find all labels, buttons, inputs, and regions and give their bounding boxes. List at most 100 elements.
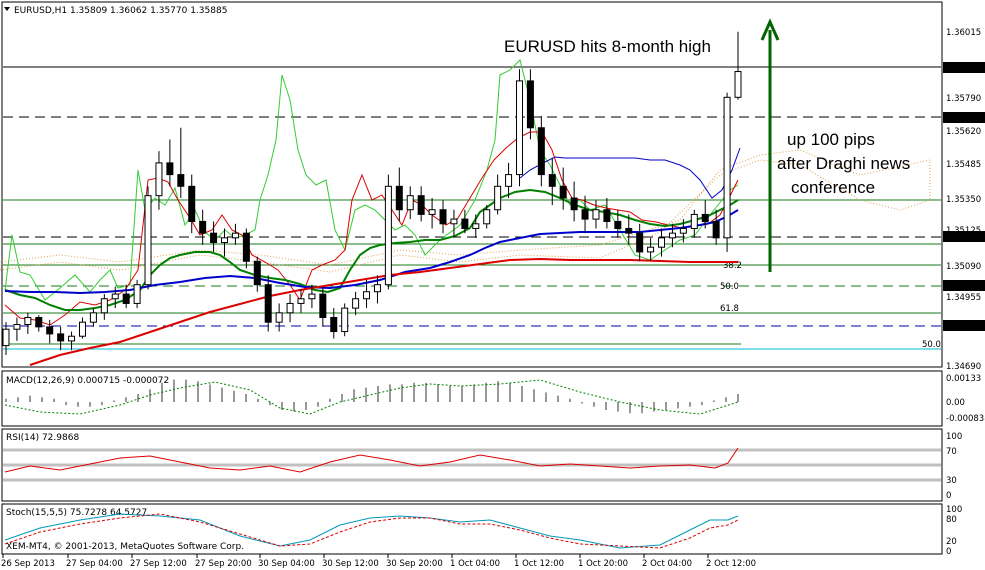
price-tick: 1.36015 <box>946 28 981 38</box>
bear-candle <box>319 293 327 318</box>
fib-label-382: 38.2 <box>723 261 742 271</box>
fib-label-618: 61.8 <box>720 304 739 314</box>
bull-candle <box>24 316 32 326</box>
bear-candle <box>210 232 218 244</box>
bull-candle <box>100 298 108 314</box>
stoch-label: Stoch(15,5,5) 75.7278 64.5727 <box>6 508 147 518</box>
bull-candle <box>647 246 655 253</box>
bear-candle <box>122 293 130 304</box>
macd-tick: -0.000838 <box>946 414 985 424</box>
bear-candle <box>395 185 403 211</box>
macd-tick: 0.00 <box>946 398 965 408</box>
price-tick: 1.34690 <box>946 362 981 372</box>
price-tick: 1.35485 <box>946 160 981 170</box>
collapse-triangle-icon[interactable] <box>4 7 10 11</box>
bull-candle <box>308 293 316 300</box>
price-tick: 1.35620 <box>946 127 981 137</box>
time-tick: 27 Sep 12:00 <box>130 559 187 569</box>
bear-candle <box>417 195 425 215</box>
price-tick: 1.35350 <box>946 195 981 205</box>
rsi-tick: 30 <box>946 476 957 486</box>
ichimoku-cloud <box>0 149 931 273</box>
bear-candle <box>46 326 54 335</box>
bull-candle <box>384 185 392 286</box>
time-tick: 30 Sep 12:00 <box>322 559 379 569</box>
bear-candle <box>166 162 174 176</box>
macd-panel <box>1 370 943 427</box>
macd-histogram <box>5 379 739 414</box>
price-tag: 1.35678 <box>945 114 980 124</box>
red-thin-line <box>4 131 739 326</box>
bear-candle <box>188 185 196 222</box>
bear-candle <box>330 316 338 333</box>
time-tick: 27 Sep 20:00 <box>195 559 252 569</box>
time-tick: 2 Oct 04:00 <box>642 559 692 569</box>
stoch-signal <box>4 513 739 549</box>
stoch-tick: 0 <box>946 547 951 557</box>
bear-candle <box>35 316 43 328</box>
price-tag: 1.34847 <box>945 322 980 332</box>
bear-candle <box>559 185 567 199</box>
bear-candle <box>177 174 185 187</box>
bull-candle <box>13 324 21 330</box>
bear-candle <box>199 220 207 234</box>
stoch-tick: 20 <box>946 537 957 547</box>
price-tick: 1.35790 <box>946 94 981 104</box>
rsi-line <box>4 447 739 473</box>
price-tick: 1.35090 <box>946 262 981 272</box>
bull-candle <box>658 237 666 248</box>
bear-candle <box>636 232 644 253</box>
price-tag-current: 1.35868 <box>945 64 980 74</box>
note-line-2: after Draghi news <box>777 154 910 173</box>
bear-candle <box>439 209 447 225</box>
bull-candle <box>111 293 119 300</box>
bull-candle <box>275 312 283 323</box>
rsi-label: RSI(14) 72.9868 <box>6 433 79 443</box>
bull-candle <box>406 195 414 211</box>
bull-candle <box>428 209 436 215</box>
bear-candle <box>461 218 469 229</box>
copyright-text: XEM-MT4, © 2001-2013, MetaQuotes Softwar… <box>6 542 244 552</box>
bull-candle <box>2 328 10 347</box>
macd-label: MACD(12,26,9) 0.000715 -0.000072 <box>6 376 169 386</box>
bear-candle <box>712 220 720 239</box>
blue-thin-line <box>519 147 741 199</box>
bull-candle <box>286 302 294 314</box>
symbol-header: EURUSD,H1 1.35809 1.36062 1.35770 1.3588… <box>14 6 227 16</box>
price-axis: 1.36015 1.35790 1.35620 1.35485 1.35350 … <box>943 28 985 372</box>
bull-candle <box>668 232 676 239</box>
bull-candle <box>472 223 480 229</box>
fib-label-500b: 50.0 <box>922 340 941 350</box>
bear-candle <box>570 197 578 211</box>
bull-candle <box>231 232 239 239</box>
bull-candle <box>690 213 698 229</box>
bull-candle <box>363 291 371 300</box>
time-tick: 1 Oct 20:00 <box>578 559 628 569</box>
price-tag: 1.35201 <box>945 233 980 243</box>
stoch-panel <box>1 503 943 555</box>
bull-candle <box>68 335 76 342</box>
time-tick: 30 Sep 20:00 <box>386 559 443 569</box>
bear-candle <box>701 213 709 222</box>
bull-candle <box>352 298 360 309</box>
note-line-3: conference <box>791 178 875 197</box>
bear-candle <box>625 227 633 234</box>
time-tick: 27 Sep 04:00 <box>66 559 123 569</box>
time-tick: 2 Oct 12:00 <box>706 559 756 569</box>
bear-candle <box>57 333 65 342</box>
note-line-1: up 100 pips <box>787 130 875 149</box>
headline-annotation: EURUSD hits 8-month high <box>504 37 711 56</box>
macd-tick: 0.00133 <box>946 374 981 384</box>
price-tag: 1.35004 <box>945 282 980 292</box>
price-tick: 1.34955 <box>946 293 981 303</box>
bear-candle <box>614 220 622 229</box>
bull-candle <box>734 71 742 98</box>
bull-candle <box>78 321 86 337</box>
time-axis: 26 Sep 2013 27 Sep 04:00 27 Sep 12:00 27 Se… <box>1 554 756 569</box>
bull-candle <box>592 209 600 220</box>
bull-candle <box>144 195 152 286</box>
bull-candle <box>494 185 502 211</box>
bear-candle <box>253 260 261 286</box>
bull-candle <box>297 298 305 304</box>
